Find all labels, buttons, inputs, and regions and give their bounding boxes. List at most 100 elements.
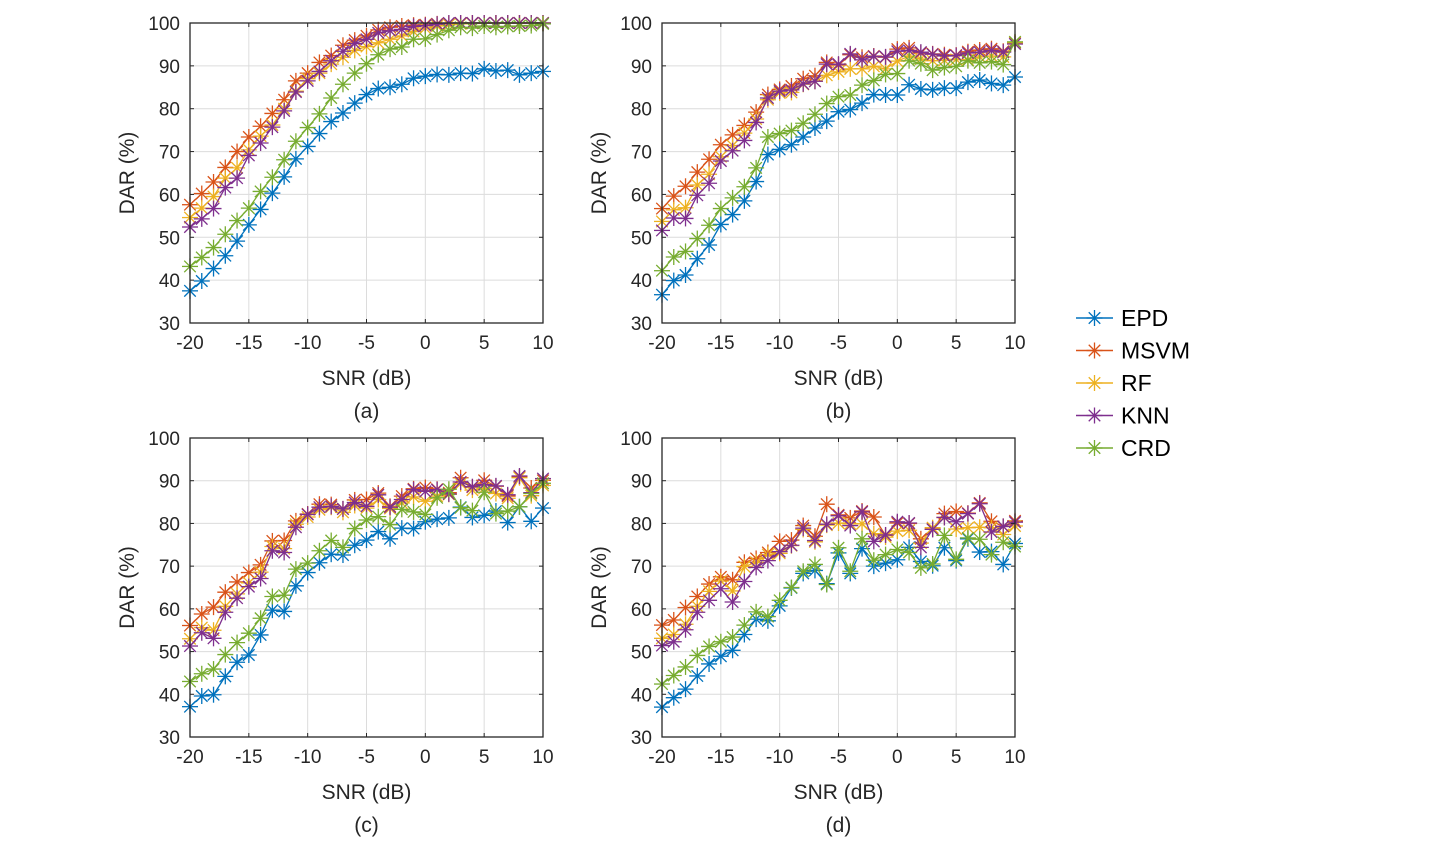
y-tick-label: 90 [159,472,180,493]
data-point-crd [370,508,387,525]
data-point-knn [323,52,340,69]
legend-label: MSVM [1121,338,1190,364]
data-point-crd [959,52,976,69]
data-point-epd [712,216,729,233]
data-point-knn [971,495,988,512]
data-point-crd [759,608,776,625]
data-point-knn [229,590,246,607]
data-point-crd [795,563,812,580]
data-point-crd [854,530,871,547]
data-point-crd [830,539,847,556]
y-tick-label: 60 [159,185,180,206]
data-point-crd [417,30,434,47]
data-point-knn [370,24,387,41]
data-point-crd [736,617,753,634]
data-point-knn [252,135,269,151]
data-point-epd [487,63,504,79]
data-point-epd [346,537,363,554]
data-point-msvm [701,151,718,168]
data-point-crd [936,59,953,76]
y-tick-label: 90 [631,472,652,493]
y-tick-label: 100 [148,429,180,450]
y-tick-label: 30 [631,314,652,335]
y-tick-label: 70 [631,557,652,578]
x-tick-label: 0 [892,333,903,354]
data-point-crd [217,226,234,243]
data-point-crd [311,105,328,122]
data-point-knn [712,153,729,169]
data-point-epd [252,626,269,643]
legend-item-crd: CRD [1076,435,1171,461]
data-point-epd [476,507,493,524]
data-point-crd [429,489,446,506]
x-axis-label: SNR (dB) [794,367,884,390]
data-point-knn [889,43,906,60]
data-point-crd [440,22,457,39]
x-tick-label: -10 [294,333,321,354]
data-point-crd [287,561,304,578]
legend-marker-icon [1086,342,1103,359]
data-point-crd [440,481,457,498]
data-point-knn [736,573,753,590]
data-point-knn [264,119,281,136]
data-point-crd [865,552,882,569]
data-point-rf [865,58,882,75]
data-point-epd [264,185,281,202]
data-point-knn [677,210,694,227]
data-point-epd [440,66,457,83]
data-point-msvm [677,599,694,616]
data-point-knn [724,142,741,159]
data-point-knn [854,503,871,520]
data-point-crd [901,544,918,561]
data-point-knn [417,483,434,500]
data-point-msvm [193,605,210,622]
data-point-crd [995,56,1012,73]
data-point-knn [806,532,823,549]
data-point-crd [299,555,316,572]
data-point-crd [252,183,269,200]
data-point-crd [712,200,729,217]
legend-label: EPD [1121,305,1168,331]
data-point-epd [370,80,387,97]
data-point-knn [287,84,304,100]
x-tick-label: 10 [532,747,553,768]
data-point-knn [901,515,918,532]
data-point-epd [358,532,375,549]
data-point-crd [370,46,387,63]
data-point-epd [240,216,257,233]
data-point-crd [665,667,682,684]
data-point-knn [217,179,234,196]
data-point-crd [948,551,965,568]
data-point-crd [818,576,835,593]
data-point-knn [818,516,835,533]
x-tick-label: 5 [951,747,962,768]
x-tick-label: -5 [358,333,375,354]
data-point-knn [948,513,965,530]
series-knn [654,495,1023,654]
data-point-crd [983,546,1000,563]
y-tick-label: 80 [159,514,180,535]
y-tick-label: 80 [631,514,652,535]
data-point-knn [299,506,316,523]
data-point-crd [818,95,835,112]
data-point-epd [971,72,988,88]
data-point-crd [264,169,281,186]
data-point-crd [889,541,906,558]
data-point-msvm [193,185,210,202]
data-point-knn [830,56,847,73]
data-point-crd [924,62,941,79]
data-point-crd [323,532,340,549]
data-point-knn [959,505,976,522]
data-point-knn [689,187,706,204]
data-point-epd [995,77,1012,94]
legend-item-epd: EPD [1076,305,1168,331]
data-point-epd [323,546,340,563]
data-point-knn [748,114,765,131]
data-point-epd [346,95,363,112]
y-tick-label: 90 [631,57,652,78]
x-tick-label: -15 [235,333,262,354]
data-point-crd [736,178,753,195]
data-point-crd [701,217,718,234]
data-point-crd [830,88,847,105]
data-point-msvm [205,599,222,616]
